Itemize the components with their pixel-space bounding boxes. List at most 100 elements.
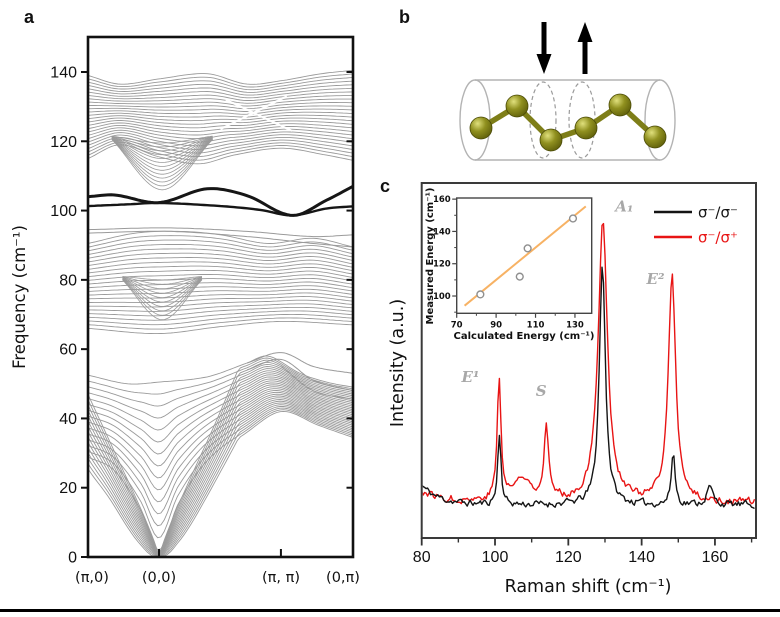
phonon-band-line	[89, 378, 352, 554]
inset-content	[463, 205, 587, 307]
inset-y-tick-label: 140	[433, 227, 451, 237]
phonon-band-line	[89, 404, 352, 556]
phonon-band-line	[89, 400, 352, 556]
phonon-band-line	[89, 288, 352, 296]
legend: σ⁻/σ⁻ σ⁻/σ⁺	[654, 204, 738, 247]
panel-a-ylabel: Frequency (cm⁻¹)	[10, 225, 29, 369]
atom-sphere	[643, 125, 667, 149]
phonon-band-line	[89, 91, 352, 101]
phonon-band-line	[89, 320, 352, 335]
inset-y-tick-label: 160	[433, 195, 451, 205]
phonon-band-line	[111, 136, 213, 159]
phonon-band-line	[89, 120, 352, 129]
phonon-band-line	[89, 87, 352, 99]
phonon-band-line	[89, 361, 352, 553]
inset-x-tick-label: 110	[527, 320, 545, 330]
phonon-band-line	[89, 380, 352, 455]
phonon-band-line	[89, 296, 352, 303]
panel-a-band-structure: a 0 20 40 60 80 100 120 140 (π,0) (0,0) (π, π) (0,…	[10, 7, 360, 586]
y-tick-label: 120	[50, 134, 77, 151]
inset-x-tick-label: 70	[451, 320, 463, 330]
phonon-band-line	[111, 139, 213, 187]
raman-curves	[422, 222, 755, 510]
phonon-band-line	[89, 269, 352, 278]
phonon-band-line	[89, 372, 352, 431]
phonon-band-line	[111, 138, 213, 183]
figure-bottom-rule	[0, 609, 780, 612]
phonon-band-line	[111, 137, 213, 171]
phonon-band-line	[89, 114, 352, 122]
phonon-band-line	[281, 366, 352, 400]
phonon-band-line	[89, 84, 352, 96]
k-point-label: (0,π)	[326, 570, 360, 586]
phonon-band-line	[89, 98, 352, 107]
phonon-band-line	[89, 80, 352, 93]
y-tick-label: 60	[59, 342, 77, 359]
panel-a-ktick-labels: (π,0) (0,0) (π, π) (0,π)	[75, 570, 360, 586]
x-tick-label: 120	[555, 549, 582, 566]
y-tick-label: 80	[59, 272, 77, 289]
phonon-band-line	[122, 278, 203, 307]
phonon-band-line	[111, 138, 213, 179]
phonon-band-line	[89, 313, 352, 326]
phonon-band-line	[111, 139, 213, 191]
phonon-band-line	[89, 292, 352, 300]
phonon-band-line	[89, 132, 352, 147]
phonon-band-line	[89, 252, 352, 265]
phonon-band-line	[89, 144, 352, 165]
inset-xlabel: Calculated Energy (cm⁻¹)	[454, 331, 595, 342]
phonon-band-line	[122, 279, 203, 321]
raman-spectrum-curve	[422, 222, 755, 505]
phonon-band-line	[111, 136, 213, 148]
y-tick-label: 100	[50, 203, 77, 220]
peak-annotation: S	[536, 382, 547, 400]
phonon-band-line	[89, 386, 352, 555]
phonon-band-line	[111, 136, 213, 156]
phonon-band-line	[246, 352, 352, 374]
arrow-down-head-icon	[536, 54, 552, 74]
inset-fit-line	[463, 205, 587, 307]
phonon-band-line	[89, 239, 352, 254]
phonon-band-line	[89, 111, 352, 118]
phonon-band-line	[89, 141, 352, 161]
phonon-bands	[89, 69, 352, 556]
x-tick-label: 140	[628, 549, 655, 566]
panel-a-frame	[86, 35, 355, 559]
phonon-band-line	[122, 276, 202, 281]
phonon-band-line	[111, 137, 213, 167]
phonon-band-line	[111, 135, 213, 144]
nanotube-chain-schematic	[459, 22, 676, 161]
k-point-label: (π, π)	[262, 570, 300, 586]
phonon-band-line	[89, 306, 352, 317]
panel-c-tick-labels: 80 100 120 140 160	[413, 549, 729, 566]
phonon-band-line	[89, 374, 352, 554]
phonon-band-line	[89, 410, 352, 556]
inset-frame	[456, 197, 593, 315]
phonon-band-line	[111, 138, 213, 175]
panel-c-ticks	[420, 538, 753, 546]
phonon-band-line	[89, 73, 352, 88]
phonon-band-line	[89, 393, 352, 556]
inset-y-tick-label: 120	[433, 260, 451, 270]
phonon-band-line	[89, 376, 352, 443]
inset-ticks: 70 90 110 130 100 120 140 160	[433, 195, 584, 330]
phonon-band-line	[89, 368, 352, 419]
panel-c-label: c	[380, 176, 390, 196]
inset-x-tick-label: 130	[566, 320, 584, 330]
phonon-band-line	[89, 382, 352, 555]
phonon-band-line	[89, 265, 352, 275]
phonon-band-line	[122, 276, 203, 290]
cylinder-right-cap	[644, 79, 676, 161]
y-tick-label: 40	[59, 411, 77, 428]
phonon-band-line	[89, 366, 352, 553]
k-point-label: (0,0)	[142, 570, 176, 586]
phonon-band-line	[246, 358, 352, 391]
raman-peak-annotations: E¹ S A₁ E²	[460, 197, 665, 400]
phonon-band-line	[89, 257, 352, 268]
phonon-band-line	[89, 102, 352, 110]
phonon-band-line	[89, 299, 352, 308]
phonon-band-line	[122, 276, 202, 285]
phonon-band-line	[89, 370, 352, 554]
inset-scatter-point	[568, 214, 578, 223]
